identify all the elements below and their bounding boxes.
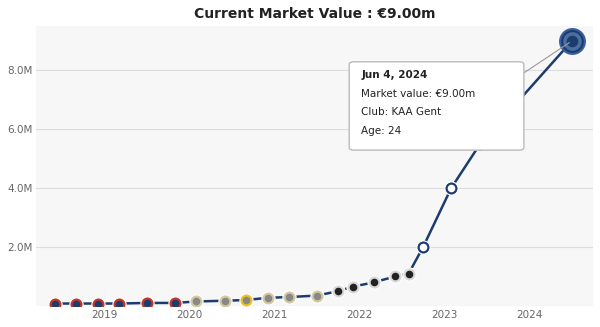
Point [334,288,343,294]
Point [567,38,577,43]
Point [170,300,180,305]
Point [191,299,201,304]
Point [446,185,456,191]
Point [220,298,230,303]
Point [348,284,358,289]
Point [263,295,272,301]
Point [284,294,293,300]
Point [390,274,400,279]
Point [567,38,577,43]
Point [348,284,358,289]
Point [242,297,251,302]
Text: Jun 4, 2024: Jun 4, 2024 [361,71,428,80]
Point [475,141,485,146]
Point [50,301,60,306]
Point [567,38,577,43]
Point [220,298,230,303]
Point [114,301,124,306]
Point [404,271,413,276]
Point [418,244,428,250]
Point [446,185,456,191]
Point [93,301,103,306]
Point [567,38,577,43]
Point [312,293,322,298]
Point [142,300,152,305]
Point [263,295,272,301]
Point [418,244,428,250]
Point [50,301,60,306]
Point [71,301,81,306]
Point [404,271,413,276]
Point [369,280,379,285]
Point [567,38,577,43]
Point [191,299,201,304]
Point [334,288,343,294]
Point [284,294,293,300]
Point [170,300,180,305]
Text: Market value: €9.00m: Market value: €9.00m [361,89,475,99]
Text: Age: 24: Age: 24 [361,126,401,136]
Point [312,293,322,298]
Text: Club: KAA Gent: Club: KAA Gent [361,108,442,117]
Point [242,297,251,302]
Point [475,141,485,146]
Point [369,280,379,285]
Point [114,301,124,306]
Point [93,301,103,306]
Point [390,274,400,279]
Title: Current Market Value : €9.00m: Current Market Value : €9.00m [194,7,436,21]
Point [142,300,152,305]
Point [71,301,81,306]
